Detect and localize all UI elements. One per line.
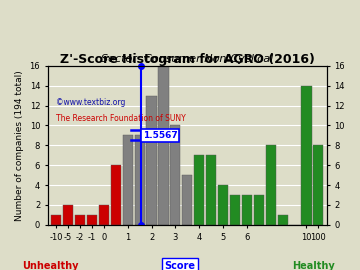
Y-axis label: Number of companies (194 total): Number of companies (194 total) [15,70,24,221]
Bar [242,195,252,225]
Bar [147,96,157,225]
Text: ©www.textbiz.org: ©www.textbiz.org [56,98,126,107]
Bar [75,215,85,225]
Text: 1.5567: 1.5567 [143,131,177,140]
Bar [230,195,240,225]
Bar [301,86,311,225]
Text: The Research Foundation of SUNY: The Research Foundation of SUNY [56,113,186,123]
Bar [135,135,145,225]
Bar [194,155,204,225]
Bar [254,195,264,225]
Bar [123,135,133,225]
Bar [182,175,192,225]
Text: Score: Score [165,261,195,270]
Bar [278,215,288,225]
Bar [99,205,109,225]
Text: Sector: Consumer Non-Cyclical: Sector: Consumer Non-Cyclical [101,54,273,64]
Bar [206,155,216,225]
Bar [170,126,180,225]
Bar [313,145,323,225]
Title: Z'-Score Histogram for AGRO (2016): Z'-Score Histogram for AGRO (2016) [60,53,315,66]
Bar [87,215,97,225]
Bar [158,66,168,225]
Bar [51,215,61,225]
Text: Healthy: Healthy [292,261,334,270]
Bar [218,185,228,225]
Bar [111,165,121,225]
Text: Unhealthy: Unhealthy [22,261,78,270]
Bar [266,145,276,225]
Bar [63,205,73,225]
